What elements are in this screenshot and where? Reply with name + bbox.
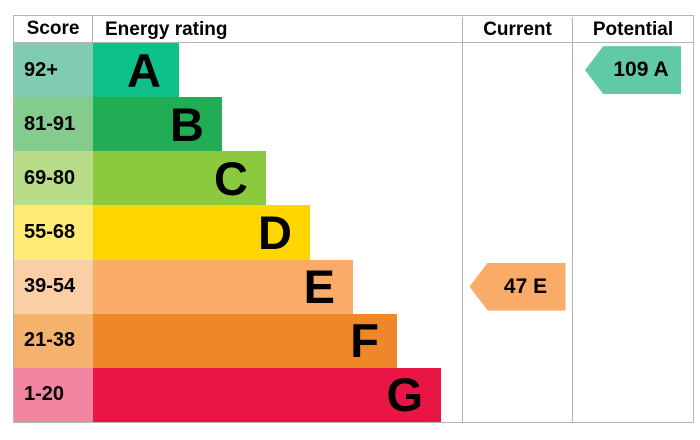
score-cell-a: 92+ <box>14 43 93 98</box>
header-current: Current <box>462 16 572 42</box>
score-cell-e: 39-54 <box>14 259 93 314</box>
rating-row-g: 1-20 G <box>14 367 693 422</box>
current-cell-g <box>462 367 572 422</box>
bar-zone-a: A <box>93 43 462 98</box>
header-score: Score <box>14 16 93 42</box>
rating-row-b: 81-91 B <box>14 97 693 152</box>
score-cell-b: 81-91 <box>14 97 93 152</box>
bar-zone-f: F <box>93 313 462 368</box>
current-cell-d <box>462 205 572 260</box>
rating-bar-f: F <box>93 313 397 368</box>
header-potential: Potential <box>572 16 693 42</box>
header-energy-rating: Energy rating <box>105 18 228 40</box>
rating-bar-g: G <box>93 367 441 422</box>
current-cell-c <box>462 151 572 206</box>
potential-cell-a: 109 A <box>572 43 693 98</box>
bar-zone-g: G <box>93 367 462 422</box>
chart-header: Score Energy rating Current Potential <box>14 16 693 43</box>
current-cell-e: 47 E <box>462 259 572 314</box>
bar-zone-e: E <box>93 259 462 314</box>
current-cell-f <box>462 313 572 368</box>
score-cell-f: 21-38 <box>14 313 93 368</box>
score-cell-d: 55-68 <box>14 205 93 260</box>
score-cell-c: 69-80 <box>14 151 93 206</box>
rating-row-c: 69-80 C <box>14 151 693 206</box>
bar-zone-b: B <box>93 97 462 152</box>
rating-bar-a: A <box>93 43 179 98</box>
rating-row-a: 92+ A 109 A <box>14 43 693 98</box>
current-cell-a <box>462 43 572 98</box>
potential-cell-d <box>572 205 693 260</box>
potential-cell-g <box>572 367 693 422</box>
potential-cell-f <box>572 313 693 368</box>
potential-cell-e <box>572 259 693 314</box>
rating-bar-d: D <box>93 205 310 260</box>
epc-rating-chart: Score Energy rating Current Potential 92… <box>13 15 694 423</box>
potential-cell-c <box>572 151 693 206</box>
score-cell-g: 1-20 <box>14 367 93 422</box>
rating-rows: 92+ A 109 A 81-91 B 69-80 C <box>14 43 693 422</box>
current-arrow: 47 E <box>469 262 566 311</box>
rating-row-d: 55-68 D <box>14 205 693 260</box>
rating-row-e: 39-54 E 47 E <box>14 259 693 314</box>
rating-bar-b: B <box>93 97 222 152</box>
potential-arrow: 109 A <box>585 46 681 95</box>
bar-zone-d: D <box>93 205 462 260</box>
bar-zone-c: C <box>93 151 462 206</box>
rating-bar-c: C <box>93 151 266 206</box>
rating-row-f: 21-38 F <box>14 313 693 368</box>
potential-cell-b <box>572 97 693 152</box>
rating-bar-e: E <box>93 259 353 314</box>
current-cell-b <box>462 97 572 152</box>
